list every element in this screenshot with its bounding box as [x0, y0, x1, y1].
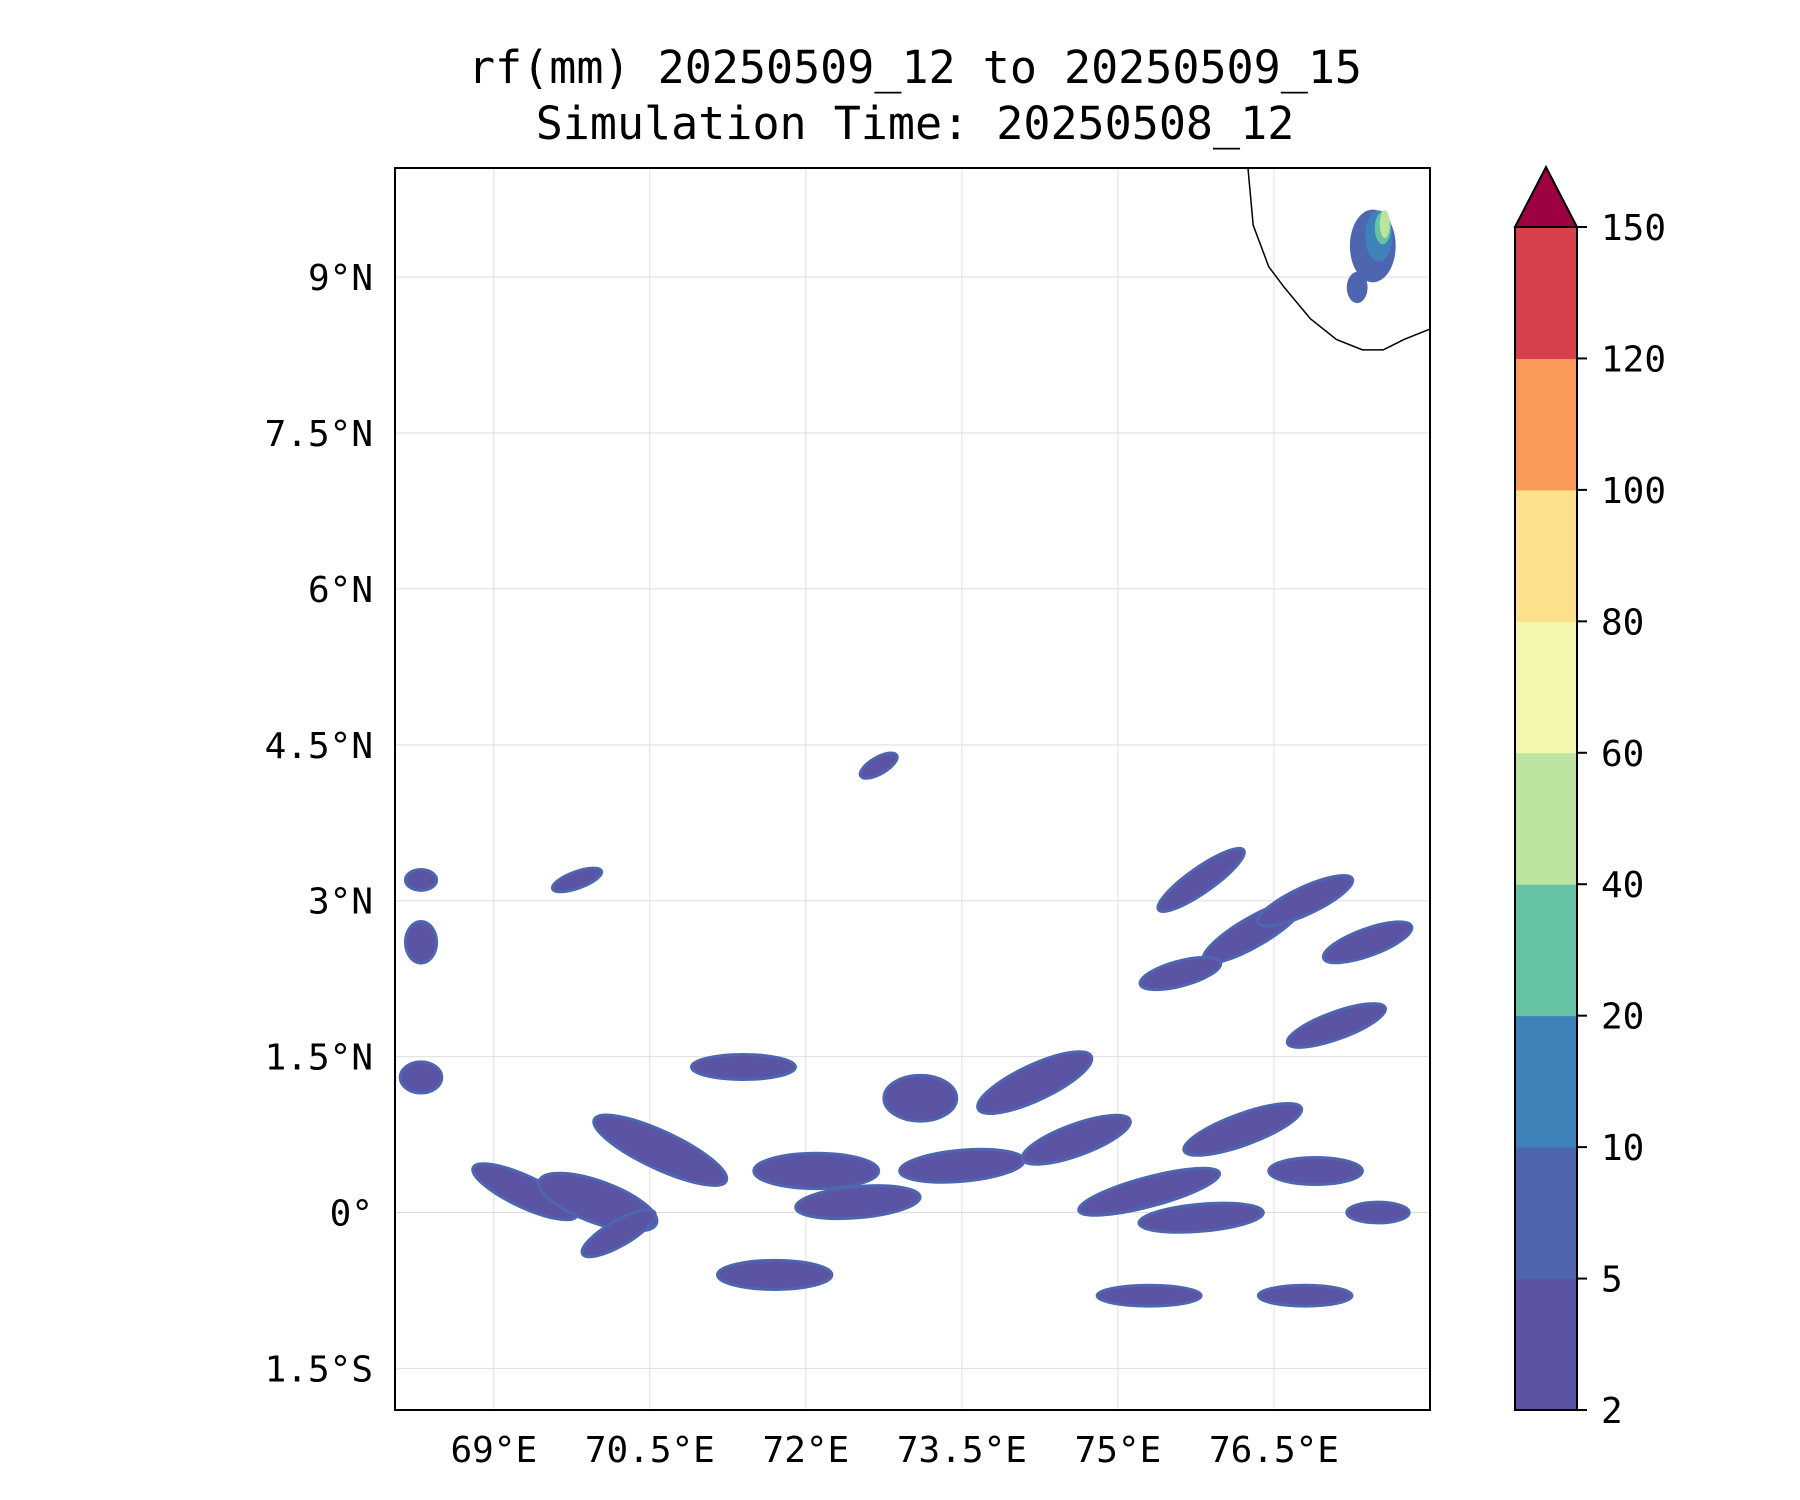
- rain-contour: [1077, 1166, 1222, 1217]
- rain-contour: [752, 1151, 881, 1191]
- colorbar-segment: [1515, 227, 1577, 359]
- lat-tick-label: 9°N: [308, 258, 373, 299]
- rain-contour: [403, 868, 439, 892]
- chart-title: rf(mm) 20250509_12 to 20250509_15: [467, 41, 1363, 94]
- rain-contour: [715, 1258, 834, 1291]
- lon-tick-label: 75°E: [1075, 1430, 1162, 1471]
- gridlines: [395, 168, 1430, 1410]
- colorbar-segment: [1515, 621, 1577, 754]
- rain-contour: [858, 751, 899, 780]
- coastline-path: [1247, 168, 1430, 351]
- lat-tick-label: 0°: [330, 1194, 373, 1235]
- colorbar-segment: [1515, 884, 1577, 1017]
- rain-contour: [1379, 209, 1390, 238]
- latitude-ticks: 9°N 7.5°N 6°N 4.5°N 3°N 1.5°N 0° 1.5°S: [265, 258, 373, 1390]
- colorbar-segment: [1515, 1278, 1577, 1411]
- rain-contour: [1156, 846, 1246, 913]
- lat-tick-label: 6°N: [308, 570, 373, 611]
- colorbar-segment: [1515, 752, 1577, 885]
- rain-contour: [976, 1050, 1094, 1115]
- lon-tick-label: 76.5°E: [1209, 1430, 1339, 1471]
- colorbar-segment: [1515, 489, 1577, 622]
- colorbar-extend-arrow: [1513, 164, 1579, 228]
- lat-tick-label: 7.5°N: [265, 414, 373, 455]
- coastline: [1247, 168, 1430, 351]
- colorbar-segment: [1515, 1015, 1577, 1148]
- colorbar-tick-label: 150: [1601, 208, 1666, 249]
- rain-contour: [1267, 1155, 1364, 1186]
- colorbar-tick-label: 80: [1601, 602, 1644, 643]
- lon-tick-label: 70.5°E: [585, 1430, 715, 1471]
- lon-tick-label: 72°E: [763, 1430, 850, 1471]
- rain-contour: [1321, 920, 1414, 965]
- colorbar-tick-label: 10: [1601, 1128, 1644, 1169]
- rain-contour: [1256, 1283, 1354, 1308]
- colorbar-segment: [1515, 1147, 1577, 1280]
- rain-contour: [550, 866, 604, 894]
- rain-contour: [1285, 1002, 1387, 1049]
- lat-tick-label: 1.5°S: [265, 1349, 373, 1390]
- rain-contour: [1346, 271, 1368, 304]
- colorbar-segment: [1515, 358, 1577, 491]
- rain-contour: [1345, 1200, 1411, 1225]
- longitude-ticks: 69°E 70.5°E 72°E 73.5°E 75°E 76.5°E: [450, 1430, 1339, 1471]
- lat-tick-label: 3°N: [308, 882, 373, 923]
- chart-subtitle: Simulation Time: 20250508_12: [535, 97, 1295, 150]
- colorbar-tick-label: 100: [1601, 471, 1666, 512]
- map-frame: [394, 167, 1431, 1411]
- lon-tick-label: 69°E: [450, 1430, 537, 1471]
- rain-contour: [398, 1060, 444, 1095]
- rainfall-contours: [398, 209, 1414, 1308]
- colorbar: 2 5 10 20 40 60 80 100 120 150: [1513, 164, 1666, 1432]
- rain-contour: [689, 1053, 797, 1081]
- lat-tick-label: 1.5°N: [265, 1038, 373, 1079]
- lon-tick-label: 73.5°E: [897, 1430, 1027, 1471]
- rain-contour: [1256, 874, 1355, 928]
- rain-contour: [898, 1147, 1026, 1184]
- colorbar-tick-label: 60: [1601, 734, 1644, 775]
- colorbar-frame: [1514, 226, 1578, 1411]
- colorbar-tick-label: 2: [1601, 1391, 1623, 1432]
- lat-tick-label: 4.5°N: [265, 726, 373, 767]
- colorbar-tick-label: 5: [1601, 1260, 1623, 1301]
- rain-contour: [1182, 1101, 1304, 1157]
- rain-contour: [403, 920, 439, 965]
- rain-contour: [882, 1073, 959, 1123]
- colorbar-tick-label: 20: [1601, 997, 1644, 1038]
- rain-contour: [1137, 1201, 1265, 1234]
- rain-contour: [1095, 1283, 1203, 1308]
- rain-contour: [592, 1113, 729, 1187]
- rain-contour: [1020, 1113, 1132, 1166]
- rain-contour: [1138, 955, 1223, 992]
- colorbar-tick-label: 40: [1601, 865, 1644, 906]
- rain-contour: [794, 1184, 922, 1221]
- rain-contour: [580, 1208, 657, 1259]
- colorbar-tick-label: 120: [1601, 339, 1666, 380]
